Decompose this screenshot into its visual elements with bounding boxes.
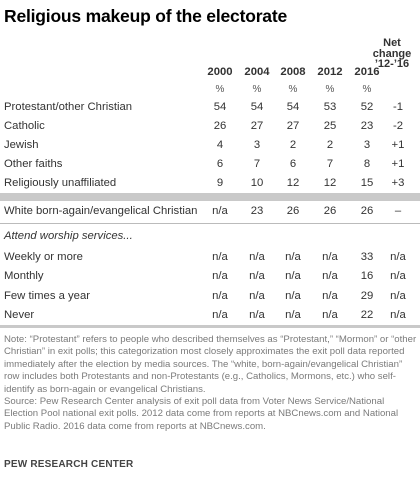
row-label: Religiously unaffiliated — [4, 177, 117, 189]
percent-symbol: % — [325, 84, 335, 95]
row-label: White born-again/evangelical Christian — [4, 205, 198, 217]
data-cell: 26 — [323, 205, 337, 217]
data-cell: n/a — [212, 270, 228, 282]
net-change-header-line-3: ’12-’16 — [374, 58, 410, 70]
net-change-header: Net change ’12-’16 — [364, 38, 420, 70]
data-cell: 23 — [360, 120, 374, 132]
data-cell: 7 — [326, 158, 334, 170]
data-cell: n/a — [212, 251, 228, 263]
year-header-2016: 2016 — [354, 66, 380, 78]
net-change-cell: +1 — [391, 158, 405, 170]
data-cell: n/a — [285, 251, 301, 263]
data-cell: 52 — [360, 101, 374, 113]
net-change-header-line-1: Net — [383, 37, 401, 49]
data-cell: 15 — [360, 177, 374, 189]
row-label: Catholic — [4, 120, 45, 132]
table-note: Note: “Protestant” refers to people who … — [4, 334, 417, 395]
percent-symbol: % — [362, 84, 372, 95]
data-cell: 26 — [286, 205, 300, 217]
row-label: Monthly — [4, 270, 44, 282]
data-cell: n/a — [322, 270, 338, 282]
percent-symbol: % — [215, 84, 225, 95]
data-cell: 2 — [289, 139, 297, 151]
section-divider — [0, 193, 420, 201]
group-heading: Attend worship services... — [4, 230, 133, 242]
data-cell: 12 — [286, 177, 300, 189]
data-cell: n/a — [322, 290, 338, 302]
row-label: Jewish — [4, 139, 39, 151]
data-cell: 9 — [216, 177, 224, 189]
net-change-cell: n/a — [390, 309, 406, 321]
data-cell: 33 — [360, 251, 374, 263]
data-cell: 27 — [250, 120, 264, 132]
table-bottom-rule — [0, 325, 420, 328]
net-change-cell: +3 — [391, 177, 405, 189]
data-cell: 26 — [360, 205, 374, 217]
data-cell: 3 — [363, 139, 371, 151]
year-header-2004: 2004 — [244, 66, 270, 78]
row-label: Weekly or more — [4, 251, 83, 263]
table-source: Source: Pew Research Center analysis of … — [4, 396, 399, 432]
data-cell: n/a — [285, 309, 301, 321]
net-change-cell: n/a — [390, 270, 406, 282]
net-change-cell: -1 — [392, 101, 404, 113]
net-change-cell: -2 — [392, 120, 404, 132]
data-cell: n/a — [285, 290, 301, 302]
data-cell: 4 — [216, 139, 224, 151]
row-label: Protestant/other Christian — [4, 101, 133, 113]
row-label: Other faiths — [4, 158, 63, 170]
data-cell: 2 — [326, 139, 334, 151]
data-cell: n/a — [249, 251, 265, 263]
pew-footer: PEW RESEARCH CENTER — [4, 459, 134, 470]
data-cell: n/a — [249, 270, 265, 282]
data-cell: 12 — [323, 177, 337, 189]
percent-symbol: % — [252, 84, 262, 95]
data-cell: n/a — [212, 205, 228, 217]
data-cell: n/a — [249, 290, 265, 302]
data-cell: n/a — [249, 309, 265, 321]
data-cell: n/a — [322, 251, 338, 263]
net-change-cell: – — [394, 205, 402, 217]
data-cell: n/a — [285, 270, 301, 282]
row-divider — [0, 223, 420, 224]
data-cell: 53 — [323, 101, 337, 113]
data-cell: 8 — [363, 158, 371, 170]
row-label: Few times a year — [4, 290, 91, 302]
data-cell: 26 — [213, 120, 227, 132]
year-header-2008: 2008 — [280, 66, 306, 78]
data-cell: n/a — [322, 309, 338, 321]
data-cell: 27 — [286, 120, 300, 132]
net-change-cell: n/a — [390, 290, 406, 302]
data-cell: 6 — [216, 158, 224, 170]
row-label: Never — [4, 309, 35, 321]
data-cell: 29 — [360, 290, 374, 302]
year-header-2000: 2000 — [207, 66, 233, 78]
net-change-cell: +1 — [391, 139, 405, 151]
data-cell: 16 — [360, 270, 374, 282]
percent-symbol: % — [288, 84, 298, 95]
data-cell: 54 — [213, 101, 227, 113]
data-cell: 23 — [250, 205, 264, 217]
data-cell: 54 — [286, 101, 300, 113]
data-cell: 3 — [253, 139, 261, 151]
data-cell: 54 — [250, 101, 264, 113]
data-cell: 10 — [250, 177, 264, 189]
data-cell: 6 — [289, 158, 297, 170]
year-header-2012: 2012 — [317, 66, 343, 78]
data-cell: 7 — [253, 158, 261, 170]
chart-title: Religious makeup of the electorate — [4, 6, 287, 26]
net-change-cell: n/a — [390, 251, 406, 263]
data-cell: n/a — [212, 309, 228, 321]
net-change-header-line-2: change — [372, 47, 412, 60]
data-cell: 22 — [360, 309, 374, 321]
data-cell: n/a — [212, 290, 228, 302]
data-cell: 25 — [323, 120, 337, 132]
